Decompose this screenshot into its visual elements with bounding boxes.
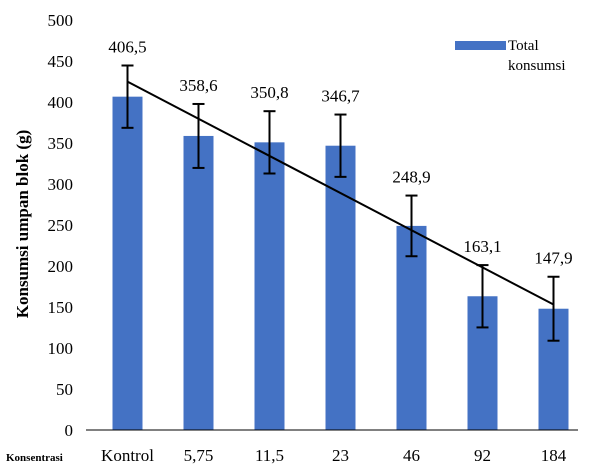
legend-line-2: konsumsi	[508, 58, 566, 74]
y-tick-label: 250	[48, 216, 74, 235]
y-axis-label: Konsumsi umpan blok (g)	[13, 130, 32, 318]
y-tick-label: 450	[48, 52, 74, 71]
y-tick-label: 400	[48, 93, 74, 112]
x-tick-label: 23	[332, 446, 349, 465]
y-tick-label: 500	[48, 11, 74, 30]
x-tick-label: Kontrol	[101, 446, 154, 465]
legend: Total konsumsi	[455, 38, 566, 74]
legend-line-1: Total	[508, 38, 539, 54]
x-tick-label: 92	[474, 446, 491, 465]
data-labels: 406,5 358,6 350,8 346,7 248,9 163,1 147,9	[108, 38, 572, 268]
x-axis-ticks: Kontrol 5,75 11,5 23 46 92 184	[101, 446, 567, 465]
data-label: 147,9	[534, 249, 572, 268]
x-tick-label: 46	[403, 446, 420, 465]
y-tick-label: 300	[48, 175, 74, 194]
y-tick-label: 50	[56, 380, 73, 399]
x-axis-label: Konsentrasi	[6, 452, 63, 464]
y-axis-ticks: 0 50 100 150 200 250 300 350 400 450 500	[48, 11, 74, 440]
error-bars	[121, 64, 560, 342]
x-tick-label: 184	[541, 446, 567, 465]
y-tick-label: 150	[48, 298, 74, 317]
y-tick-label: 100	[48, 339, 74, 358]
y-tick-label: 350	[48, 134, 74, 153]
y-tick-label: 200	[48, 257, 74, 276]
bar	[183, 135, 214, 430]
y-tick-label: 0	[65, 421, 74, 440]
data-label: 358,6	[179, 76, 217, 95]
data-label: 163,1	[463, 237, 501, 256]
x-tick-label: 5,75	[184, 446, 214, 465]
x-tick-label: 11,5	[255, 446, 284, 465]
data-label: 346,7	[321, 87, 360, 106]
data-label: 248,9	[392, 168, 430, 187]
data-label: 350,8	[250, 83, 288, 102]
bar	[254, 142, 285, 430]
bar	[396, 225, 427, 430]
legend-swatch	[455, 41, 506, 50]
data-label: 406,5	[108, 38, 146, 57]
bar	[112, 96, 143, 431]
